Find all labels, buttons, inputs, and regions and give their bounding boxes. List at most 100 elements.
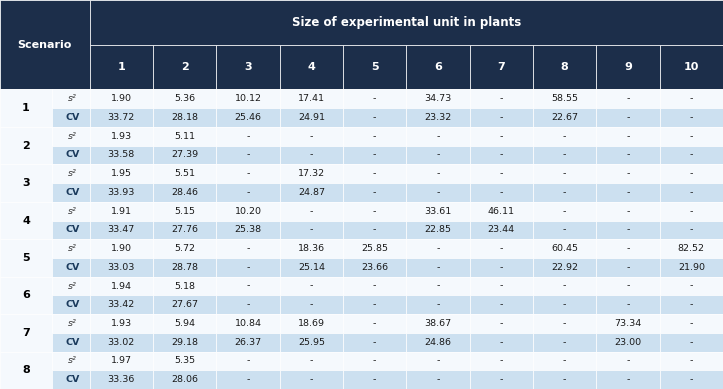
Text: -: - [626,151,630,159]
Bar [533,314,596,333]
Bar [52,145,90,164]
Text: -: - [626,113,630,122]
Bar [470,352,533,370]
Text: 7: 7 [497,62,505,72]
Text: -: - [309,300,313,309]
Bar [659,258,723,277]
Bar [470,183,533,202]
Bar [533,295,596,314]
Text: 17.41: 17.41 [298,94,325,103]
Bar [90,333,153,352]
Text: 28.78: 28.78 [171,263,198,272]
Bar [216,108,280,127]
Text: 5.51: 5.51 [174,169,195,178]
Bar [52,89,90,108]
Bar [153,127,216,145]
Bar [280,258,343,277]
Bar [406,277,470,295]
Bar [52,221,90,239]
Text: -: - [626,207,630,216]
Text: -: - [690,132,693,141]
Text: 1.94: 1.94 [111,282,132,291]
Bar [280,164,343,183]
Text: -: - [690,375,693,384]
Bar [533,45,596,89]
Bar [216,164,280,183]
Text: -: - [563,169,566,178]
Text: 22.92: 22.92 [551,263,578,272]
Text: 24.91: 24.91 [298,113,325,122]
Bar [153,295,216,314]
Text: -: - [690,169,693,178]
Bar [0,352,52,389]
Text: -: - [626,300,630,309]
Text: s²: s² [69,282,77,291]
Text: -: - [309,282,313,291]
Text: 28.06: 28.06 [171,375,198,384]
Text: -: - [247,151,249,159]
Bar [659,239,723,258]
Text: -: - [373,356,377,365]
Text: -: - [373,188,377,197]
Text: 23.00: 23.00 [615,338,641,347]
Bar [470,127,533,145]
Bar [216,277,280,295]
Text: CV: CV [66,338,80,347]
Text: 4: 4 [22,216,30,226]
Text: CV: CV [66,375,80,384]
Text: 33.03: 33.03 [108,263,135,272]
Bar [406,370,470,389]
Bar [153,352,216,370]
Text: 10.20: 10.20 [234,207,262,216]
Bar [90,314,153,333]
Text: 24.87: 24.87 [298,188,325,197]
Text: s²: s² [69,94,77,103]
Bar [216,89,280,108]
Bar [216,127,280,145]
Bar [470,164,533,183]
Bar [52,183,90,202]
Bar [52,108,90,127]
Bar [280,202,343,221]
Text: -: - [309,151,313,159]
Bar [533,258,596,277]
Text: 34.73: 34.73 [424,94,452,103]
Bar [533,333,596,352]
Bar [90,45,153,89]
Bar [90,370,153,389]
Bar [406,352,470,370]
Text: -: - [690,338,693,347]
Text: -: - [626,94,630,103]
Text: 24.86: 24.86 [424,338,451,347]
Bar [343,183,406,202]
Bar [406,183,470,202]
Bar [470,314,533,333]
Bar [533,145,596,164]
Bar [659,352,723,370]
Bar [52,277,90,295]
Text: -: - [500,338,503,347]
Text: 33.58: 33.58 [108,151,135,159]
Bar [216,352,280,370]
Text: 33.72: 33.72 [108,113,135,122]
Text: s²: s² [69,319,77,328]
Bar [52,258,90,277]
Text: 5.11: 5.11 [174,132,195,141]
Text: Size of experimental unit in plants: Size of experimental unit in plants [291,16,521,29]
Bar [470,258,533,277]
Text: -: - [690,151,693,159]
Bar [406,127,470,145]
Text: -: - [373,132,377,141]
Bar [533,221,596,239]
Text: 17.32: 17.32 [298,169,325,178]
Text: 27.67: 27.67 [171,300,198,309]
Text: 10: 10 [684,62,699,72]
Text: 5: 5 [22,253,30,263]
Text: 28.46: 28.46 [171,188,198,197]
Bar [596,333,659,352]
Text: -: - [690,188,693,197]
Bar [153,108,216,127]
Text: -: - [436,375,440,384]
Text: -: - [690,207,693,216]
Bar [52,295,90,314]
